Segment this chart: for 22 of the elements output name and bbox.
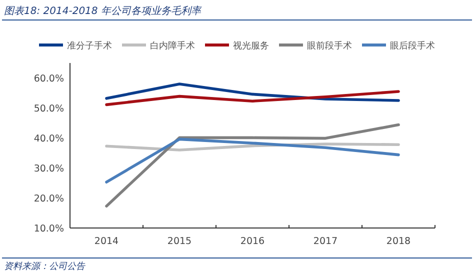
legend-label: 视光服务: [233, 40, 269, 52]
text: 资料来源：公司公告: [4, 261, 86, 272]
line-series: [105, 123, 400, 208]
y-tick-label: 50.0%: [34, 104, 64, 114]
legend-label: 眼后段手术: [390, 40, 435, 52]
legend-label: 眼前段手术: [307, 40, 352, 52]
x-tick-label: 2014: [94, 236, 119, 247]
x-tick-label: 2016: [240, 236, 265, 247]
line-series: [105, 82, 400, 102]
x-tick-label: 2017: [313, 236, 338, 247]
x-tick-label: 2018: [386, 236, 411, 247]
y-tick-label: 20.0%: [34, 194, 64, 204]
y-tick-label: 30.0%: [34, 164, 64, 174]
y-tick-label: 60.0%: [34, 74, 64, 84]
legend-label: 白内障手术: [150, 40, 195, 52]
y-tick-label: 40.0%: [34, 134, 64, 144]
line-series: [105, 138, 400, 184]
line-series: [105, 90, 400, 106]
x-tick-label: 2015: [167, 236, 192, 247]
y-tick-label: 10.0%: [34, 224, 64, 234]
chart-title: 图表18: 2014-2018 年公司各项业务毛利率: [4, 5, 202, 17]
legend-label: 准分子手术: [67, 40, 112, 52]
